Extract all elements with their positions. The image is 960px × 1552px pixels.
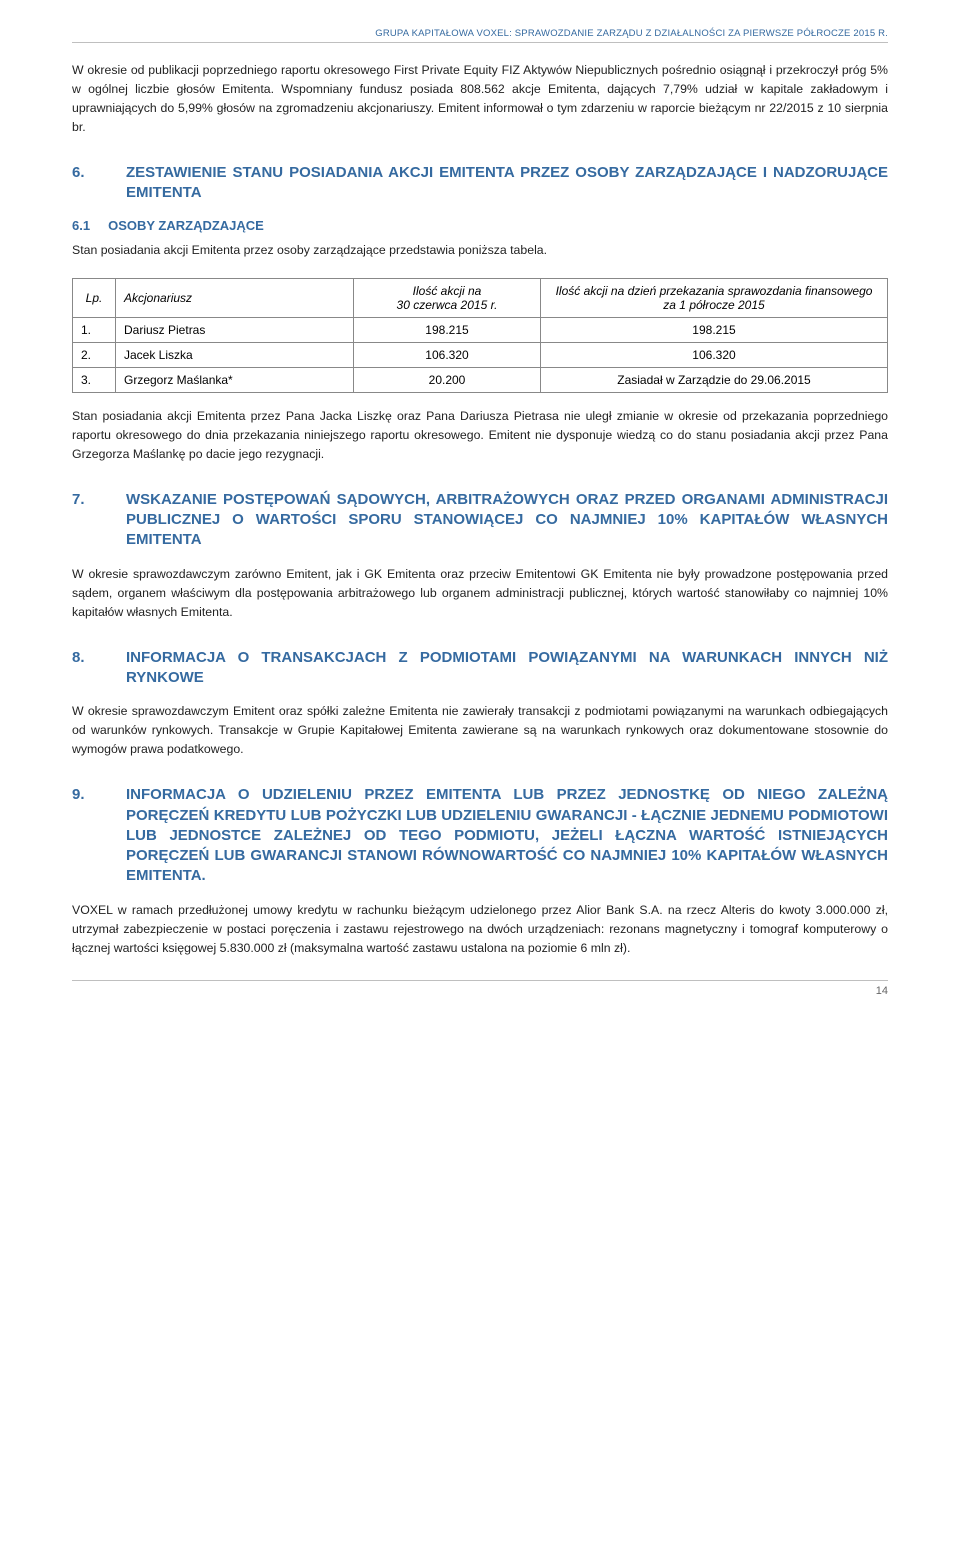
page-header: GRUPA KAPITAŁOWA VOXEL: SPRAWOZDANIE ZAR…	[72, 28, 888, 39]
section-title: INFORMACJA O UDZIELENIU PRZEZ EMITENTA L…	[126, 785, 888, 886]
section-number: 7.	[72, 490, 96, 551]
cell-name: Dariusz Pietras	[116, 317, 354, 342]
table-row: 3. Grzegorz Maślanka* 20.200 Zasiadał w …	[73, 367, 888, 392]
section-number: 8.	[72, 648, 96, 689]
footer-divider	[72, 980, 888, 981]
cell-v2: 198.215	[541, 317, 888, 342]
col-shares-june: Ilość akcji na 30 czerwca 2015 r.	[354, 278, 541, 317]
paragraph-9: VOXEL w ramach przedłużonej umowy kredyt…	[72, 901, 888, 958]
intro-paragraph: W okresie od publikacji poprzedniego rap…	[72, 61, 888, 137]
cell-lp: 2.	[73, 342, 116, 367]
section-6-heading: 6. ZESTAWIENIE STANU POSIADANIA AKCJI EM…	[72, 163, 888, 204]
col-shareholder: Akcjonariusz	[116, 278, 354, 317]
paragraph-after-table: Stan posiadania akcji Emitenta przez Pan…	[72, 407, 888, 464]
cell-lp: 3.	[73, 367, 116, 392]
section-title: WSKAZANIE POSTĘPOWAŃ SĄDOWYCH, ARBITRAŻO…	[126, 490, 888, 551]
section-title: INFORMACJA O TRANSAKCJACH Z PODMIOTAMI P…	[126, 648, 888, 689]
shareholders-table: Lp. Akcjonariusz Ilość akcji na 30 czerw…	[72, 278, 888, 393]
page-number: 14	[72, 985, 888, 997]
paragraph-6-1: Stan posiadania akcji Emitenta przez oso…	[72, 241, 888, 260]
cell-name: Jacek Liszka	[116, 342, 354, 367]
cell-v1: 106.320	[354, 342, 541, 367]
subsection-6-1-heading: 6.1 OSOBY ZARZĄDZAJĄCE	[72, 218, 888, 233]
section-title: ZESTAWIENIE STANU POSIADANIA AKCJI EMITE…	[126, 163, 888, 204]
cell-v1: 20.200	[354, 367, 541, 392]
table-header-row: Lp. Akcjonariusz Ilość akcji na 30 czerw…	[73, 278, 888, 317]
section-number: 9.	[72, 785, 96, 886]
col-shares-report: Ilość akcji na dzień przekazania sprawoz…	[541, 278, 888, 317]
table-row: 1. Dariusz Pietras 198.215 198.215	[73, 317, 888, 342]
section-8-heading: 8. INFORMACJA O TRANSAKCJACH Z PODMIOTAM…	[72, 648, 888, 689]
cell-name: Grzegorz Maślanka*	[116, 367, 354, 392]
col-lp: Lp.	[73, 278, 116, 317]
paragraph-7: W okresie sprawozdawczym zarówno Emitent…	[72, 565, 888, 622]
cell-v2: 106.320	[541, 342, 888, 367]
header-divider	[72, 42, 888, 43]
cell-v1: 198.215	[354, 317, 541, 342]
cell-v2: Zasiadał w Zarządzie do 29.06.2015	[541, 367, 888, 392]
section-9-heading: 9. INFORMACJA O UDZIELENIU PRZEZ EMITENT…	[72, 785, 888, 886]
cell-lp: 1.	[73, 317, 116, 342]
subsection-number: 6.1	[72, 218, 90, 233]
subsection-title: OSOBY ZARZĄDZAJĄCE	[108, 218, 264, 233]
section-7-heading: 7. WSKAZANIE POSTĘPOWAŃ SĄDOWYCH, ARBITR…	[72, 490, 888, 551]
paragraph-8: W okresie sprawozdawczym Emitent oraz sp…	[72, 702, 888, 759]
section-number: 6.	[72, 163, 96, 204]
table-row: 2. Jacek Liszka 106.320 106.320	[73, 342, 888, 367]
